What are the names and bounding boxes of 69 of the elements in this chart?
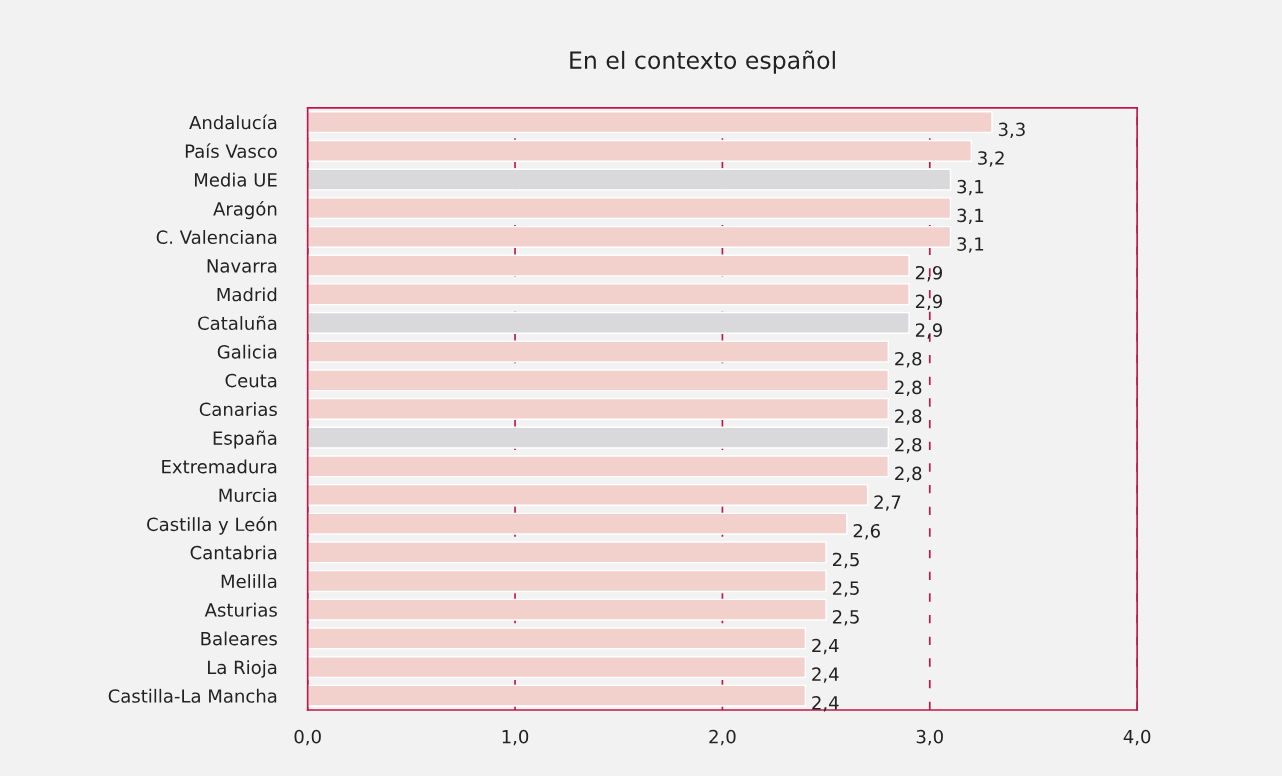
bar xyxy=(307,311,910,334)
y-tick-label: La Rioja xyxy=(208,660,277,678)
data-label: 2,4 xyxy=(812,667,839,683)
x-tick-label: 0,0 xyxy=(294,729,321,746)
bar xyxy=(307,397,889,420)
x-tick-label: 3,0 xyxy=(916,729,943,746)
x-tick-label: 1,0 xyxy=(502,729,529,746)
y-tick-label: Baleares xyxy=(201,631,277,646)
bar xyxy=(307,483,869,506)
data-label: 2,9 xyxy=(915,294,943,311)
y-tick-label: Navarra xyxy=(207,259,277,273)
data-label: 2,4 xyxy=(812,696,839,712)
y-tick-label: Murcia xyxy=(219,488,277,503)
bar xyxy=(307,369,889,392)
y-tick-label: Andalucía xyxy=(189,114,277,130)
bar xyxy=(307,225,952,248)
data-label: 2,4 xyxy=(812,638,839,655)
y-tick-label: País Vasco xyxy=(185,143,277,158)
chart-title: En el contexto español xyxy=(570,50,835,74)
y-tick-label: Extremadura xyxy=(162,459,277,474)
bar xyxy=(307,426,889,449)
y-tick-label: Castilla y León xyxy=(147,516,277,535)
data-label: 2,5 xyxy=(832,581,859,597)
bar xyxy=(307,569,827,593)
y-tick-label: Aragón xyxy=(213,201,277,220)
data-label: 3,1 xyxy=(957,237,984,253)
data-label: 2,8 xyxy=(895,351,922,368)
bar xyxy=(307,598,827,621)
y-tick-label: Galicia xyxy=(217,344,277,359)
bar xyxy=(307,283,910,306)
data-label: 3,1 xyxy=(957,208,984,225)
bar xyxy=(307,512,848,535)
data-label: 2,5 xyxy=(832,552,859,569)
y-tick-label: Ceuta xyxy=(225,373,277,388)
data-label: 2,9 xyxy=(915,323,943,339)
y-tick-label: Cataluña xyxy=(198,315,277,331)
data-label: 2,9 xyxy=(915,265,943,282)
bar xyxy=(307,455,889,478)
bar xyxy=(307,139,972,162)
bar xyxy=(307,541,827,564)
y-tick-label: Castilla-La Mancha xyxy=(108,688,277,703)
y-tick-label: Canarias xyxy=(199,402,277,417)
x-tick-label: 4,0 xyxy=(1123,729,1151,746)
y-tick-label: Media UE xyxy=(195,172,277,187)
bar xyxy=(307,627,807,650)
data-label: 2,5 xyxy=(832,610,859,626)
bar xyxy=(307,656,807,679)
data-label: 3,1 xyxy=(957,179,984,196)
y-tick-label: C. Valenciana xyxy=(156,230,277,245)
bar xyxy=(307,254,910,277)
bar xyxy=(307,340,889,363)
data-label: 3,2 xyxy=(978,151,1004,167)
data-label: 2,6 xyxy=(853,523,880,540)
y-tick-label: España xyxy=(213,430,277,449)
data-label: 3,3 xyxy=(998,122,1025,139)
bar xyxy=(307,111,993,134)
data-label: 2,8 xyxy=(895,409,922,425)
data-label: 2,7 xyxy=(874,495,901,511)
bar xyxy=(307,684,807,707)
data-label: 2,8 xyxy=(895,437,922,454)
y-tick-label: Cantabria xyxy=(190,545,277,560)
data-label: 2,8 xyxy=(895,466,922,483)
bar xyxy=(307,168,952,191)
y-tick-label: Melilla xyxy=(221,574,277,589)
y-tick-label: Asturias xyxy=(204,602,277,617)
bar xyxy=(307,197,952,220)
y-tick-label: Madrid xyxy=(217,287,277,302)
data-label: 2,8 xyxy=(895,380,922,397)
x-tick-label: 2,0 xyxy=(709,729,736,746)
